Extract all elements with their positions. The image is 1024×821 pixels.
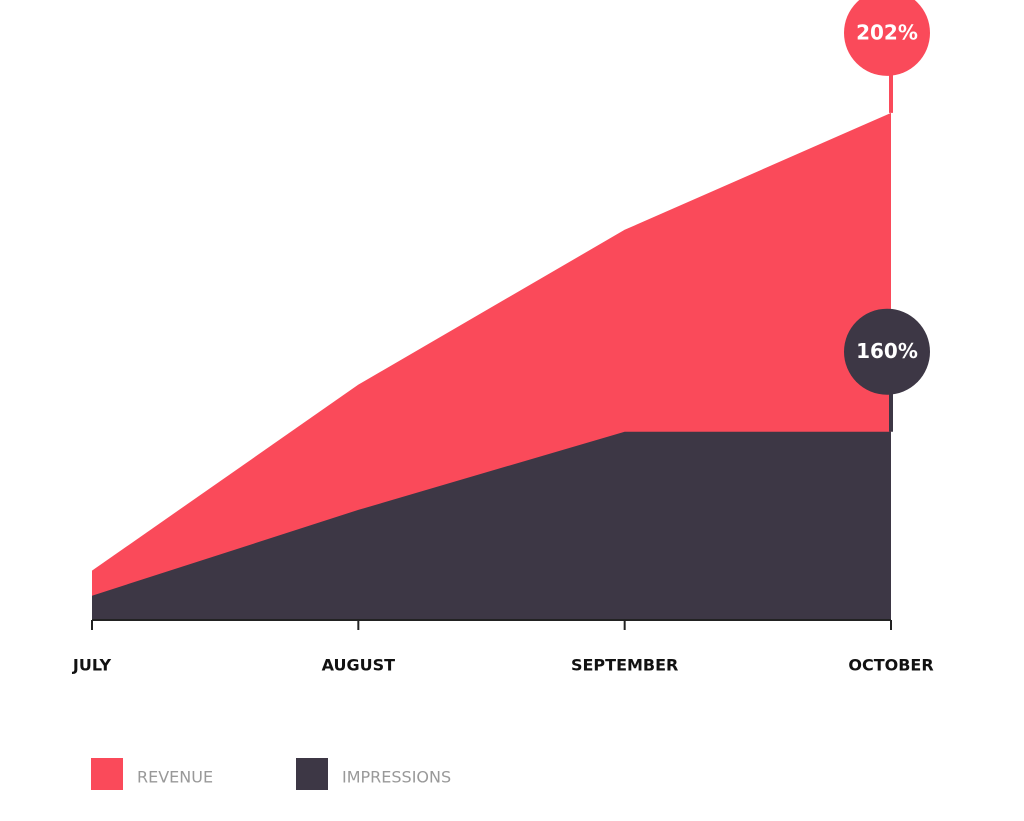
annotation-label: 160% xyxy=(856,339,918,363)
annotation-bubble xyxy=(844,0,930,76)
legend-swatch xyxy=(91,758,123,790)
annotation-bubble xyxy=(844,308,930,395)
legend-label: IMPRESSIONS xyxy=(342,768,451,787)
x-tick-label: OCTOBER xyxy=(848,656,933,675)
legend-swatch xyxy=(296,758,328,790)
x-tick-label: JULY xyxy=(72,656,112,675)
x-tick-label: AUGUST xyxy=(322,656,396,675)
x-tick-label: SEPTEMBER xyxy=(571,656,678,675)
annotation-label: 202% xyxy=(856,20,918,44)
legend-label: REVENUE xyxy=(137,768,213,787)
area xyxy=(92,431,891,620)
